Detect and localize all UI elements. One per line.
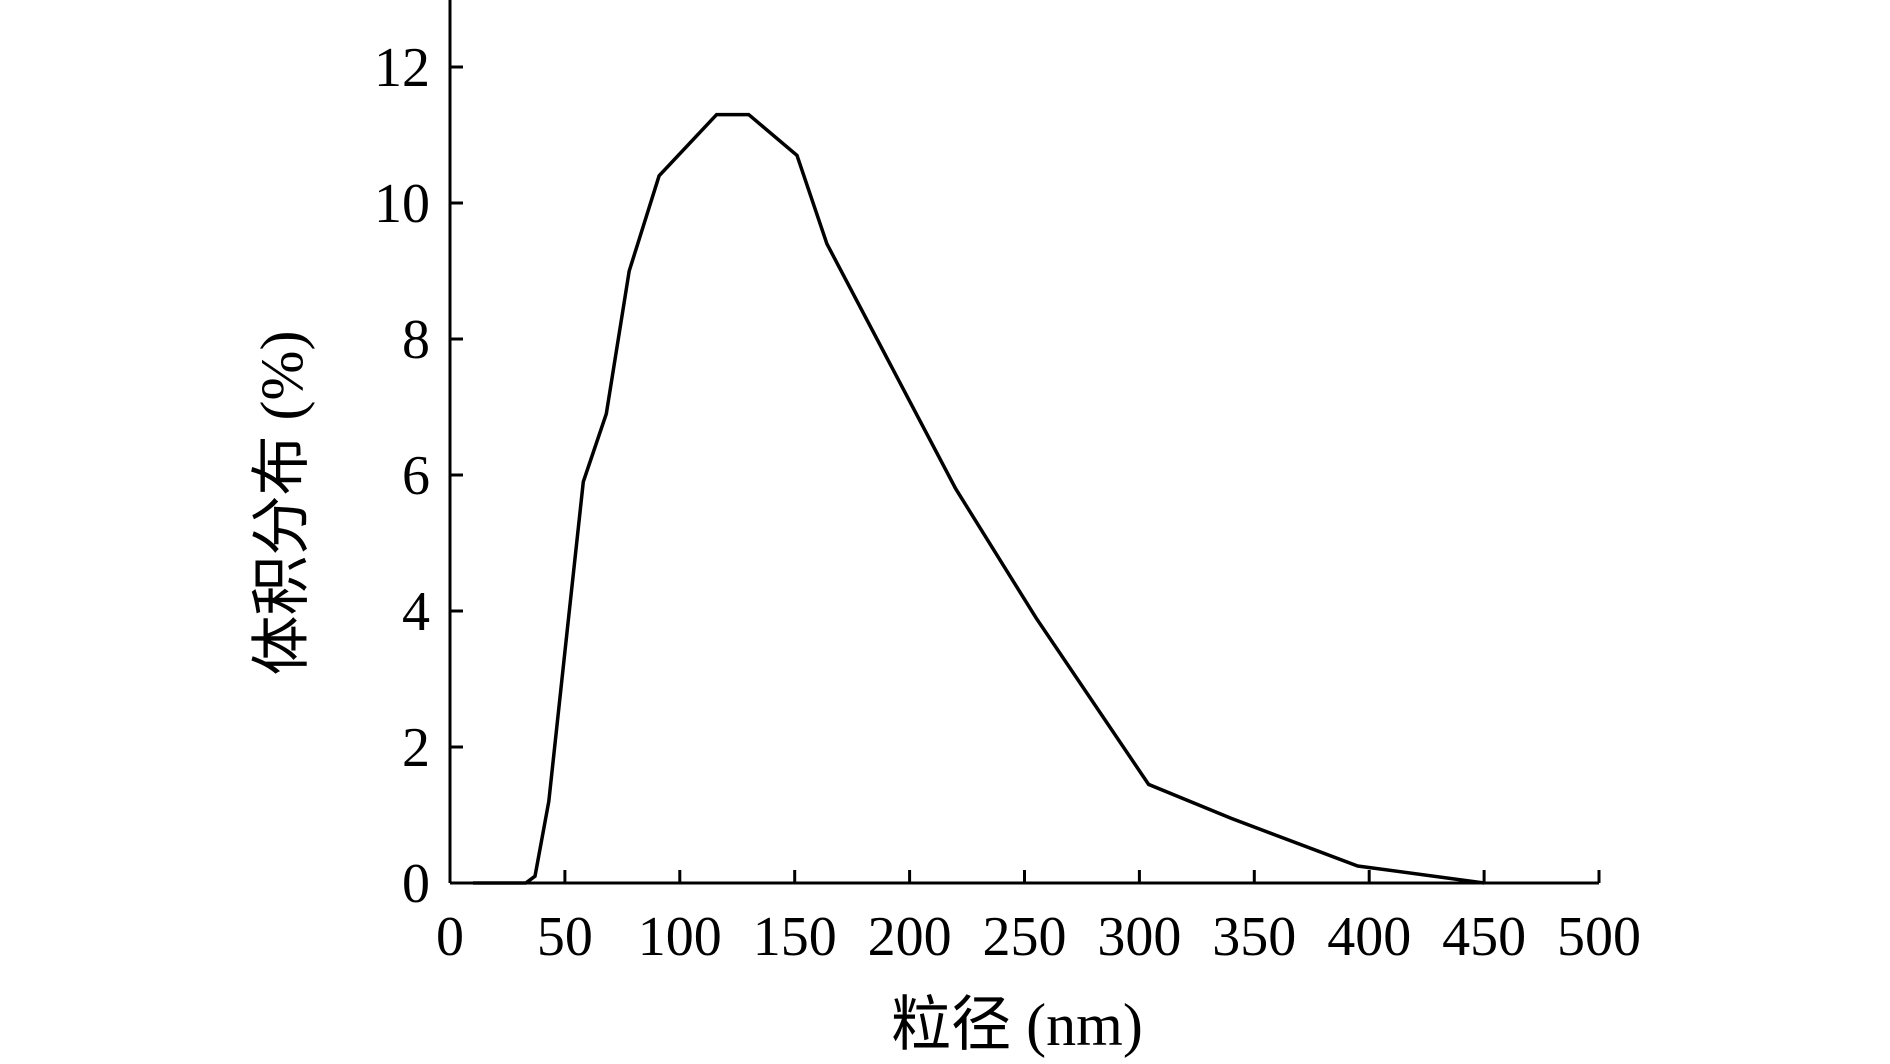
x-tick-label: 400	[1327, 906, 1411, 968]
x-tick-label: 100	[638, 906, 722, 968]
axes	[448, 0, 1599, 885]
tick-labels: 0 50 100 150 200 250 300 350 400 450 500 0 2 4 6 8 10 12	[374, 37, 1641, 968]
y-tick-label: 2	[402, 717, 430, 779]
y-tick-label: 12	[374, 37, 430, 99]
y-tick-label: 6	[402, 445, 430, 507]
x-tick-label: 200	[868, 906, 952, 968]
y-tick-label: 0	[402, 853, 430, 915]
x-tick-label: 0	[436, 906, 464, 968]
x-tick-label: 350	[1212, 906, 1296, 968]
series-line	[473, 112, 1485, 885]
ticks	[448, 65, 1601, 885]
x-tick-label: 300	[1097, 906, 1181, 968]
y-axis-label: 体积分布 (%)	[249, 331, 315, 676]
y-tick-label: 4	[402, 581, 430, 643]
x-tick-label: 250	[983, 906, 1067, 968]
x-tick-label: 500	[1557, 906, 1641, 968]
x-axis-label: 粒径 (nm)	[891, 992, 1143, 1058]
y-tick-label: 10	[374, 173, 430, 235]
x-tick-label: 150	[753, 906, 837, 968]
x-tick-label: 50	[537, 906, 593, 968]
series-layer	[473, 112, 1485, 885]
y-tick-label: 8	[402, 309, 430, 371]
x-tick-label: 450	[1442, 906, 1526, 968]
